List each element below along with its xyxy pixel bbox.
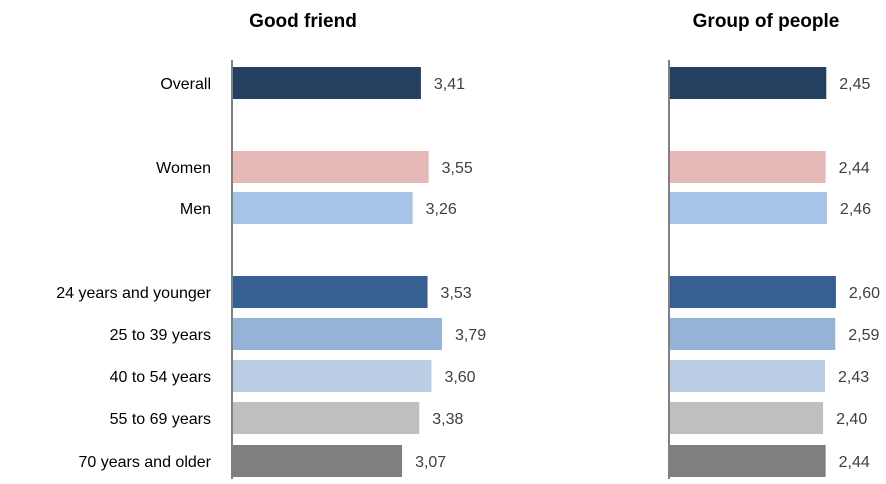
good-friend-title: Good friend bbox=[249, 11, 357, 32]
good-friend-bar bbox=[232, 360, 432, 392]
category-label: 25 to 39 years bbox=[110, 327, 211, 344]
group-of-people-bar bbox=[669, 151, 826, 183]
group-of-people-bar bbox=[669, 445, 826, 477]
group-of-people-value-label: 2,43 bbox=[838, 369, 869, 386]
category-label: Men bbox=[180, 201, 211, 218]
category-label: 24 years and younger bbox=[56, 285, 211, 302]
group-of-people-bar bbox=[669, 67, 827, 99]
good-friend-panel: Good friend 3,41 Overall 3,55 Women 3,26 Men 3,… bbox=[56, 11, 486, 479]
good-friend-value-label: 3,26 bbox=[426, 201, 457, 218]
good-friend-bar bbox=[232, 402, 420, 434]
good-friend-value-label: 3,41 bbox=[434, 76, 465, 93]
good-friend-value-label: 3,07 bbox=[415, 454, 446, 471]
category-label: 55 to 69 years bbox=[110, 411, 211, 428]
category-label: Women bbox=[156, 160, 211, 177]
group-of-people-panel: Group of people 2,45 2,44 2,46 2,60 2,59 2,43 2… bbox=[668, 11, 880, 479]
good-friend-bar bbox=[232, 276, 428, 308]
group-of-people-bar bbox=[669, 402, 824, 434]
group-of-people-value-label: 2,45 bbox=[839, 76, 870, 93]
good-friend-value-label: 3,79 bbox=[455, 327, 486, 344]
group-of-people-value-label: 2,40 bbox=[836, 411, 867, 428]
good-friend-bar bbox=[232, 318, 442, 350]
good-friend-value-label: 3,55 bbox=[442, 160, 473, 177]
group-of-people-value-label: 2,60 bbox=[849, 285, 880, 302]
category-label: 40 to 54 years bbox=[110, 369, 211, 386]
group-of-people-value-label: 2,44 bbox=[839, 454, 870, 471]
group-of-people-value-label: 2,44 bbox=[839, 160, 870, 177]
group-of-people-bar bbox=[669, 318, 836, 350]
good-friend-bar bbox=[232, 67, 421, 99]
good-friend-value-label: 3,60 bbox=[444, 369, 475, 386]
good-friend-bar bbox=[232, 192, 413, 224]
good-friend-bar bbox=[232, 445, 403, 477]
good-friend-value-label: 3,38 bbox=[432, 411, 463, 428]
group-of-people-bar bbox=[669, 192, 827, 224]
group-of-people-value-label: 2,46 bbox=[840, 201, 871, 218]
category-label: 70 years and older bbox=[78, 454, 211, 471]
group-of-people-title: Group of people bbox=[693, 11, 840, 32]
group-of-people-bar bbox=[669, 360, 826, 392]
good-friend-value-label: 3,53 bbox=[441, 285, 472, 302]
group-of-people-bar bbox=[669, 276, 836, 308]
category-label: Overall bbox=[160, 76, 211, 93]
good-friend-bar bbox=[232, 151, 429, 183]
group-of-people-value-label: 2,59 bbox=[848, 327, 879, 344]
